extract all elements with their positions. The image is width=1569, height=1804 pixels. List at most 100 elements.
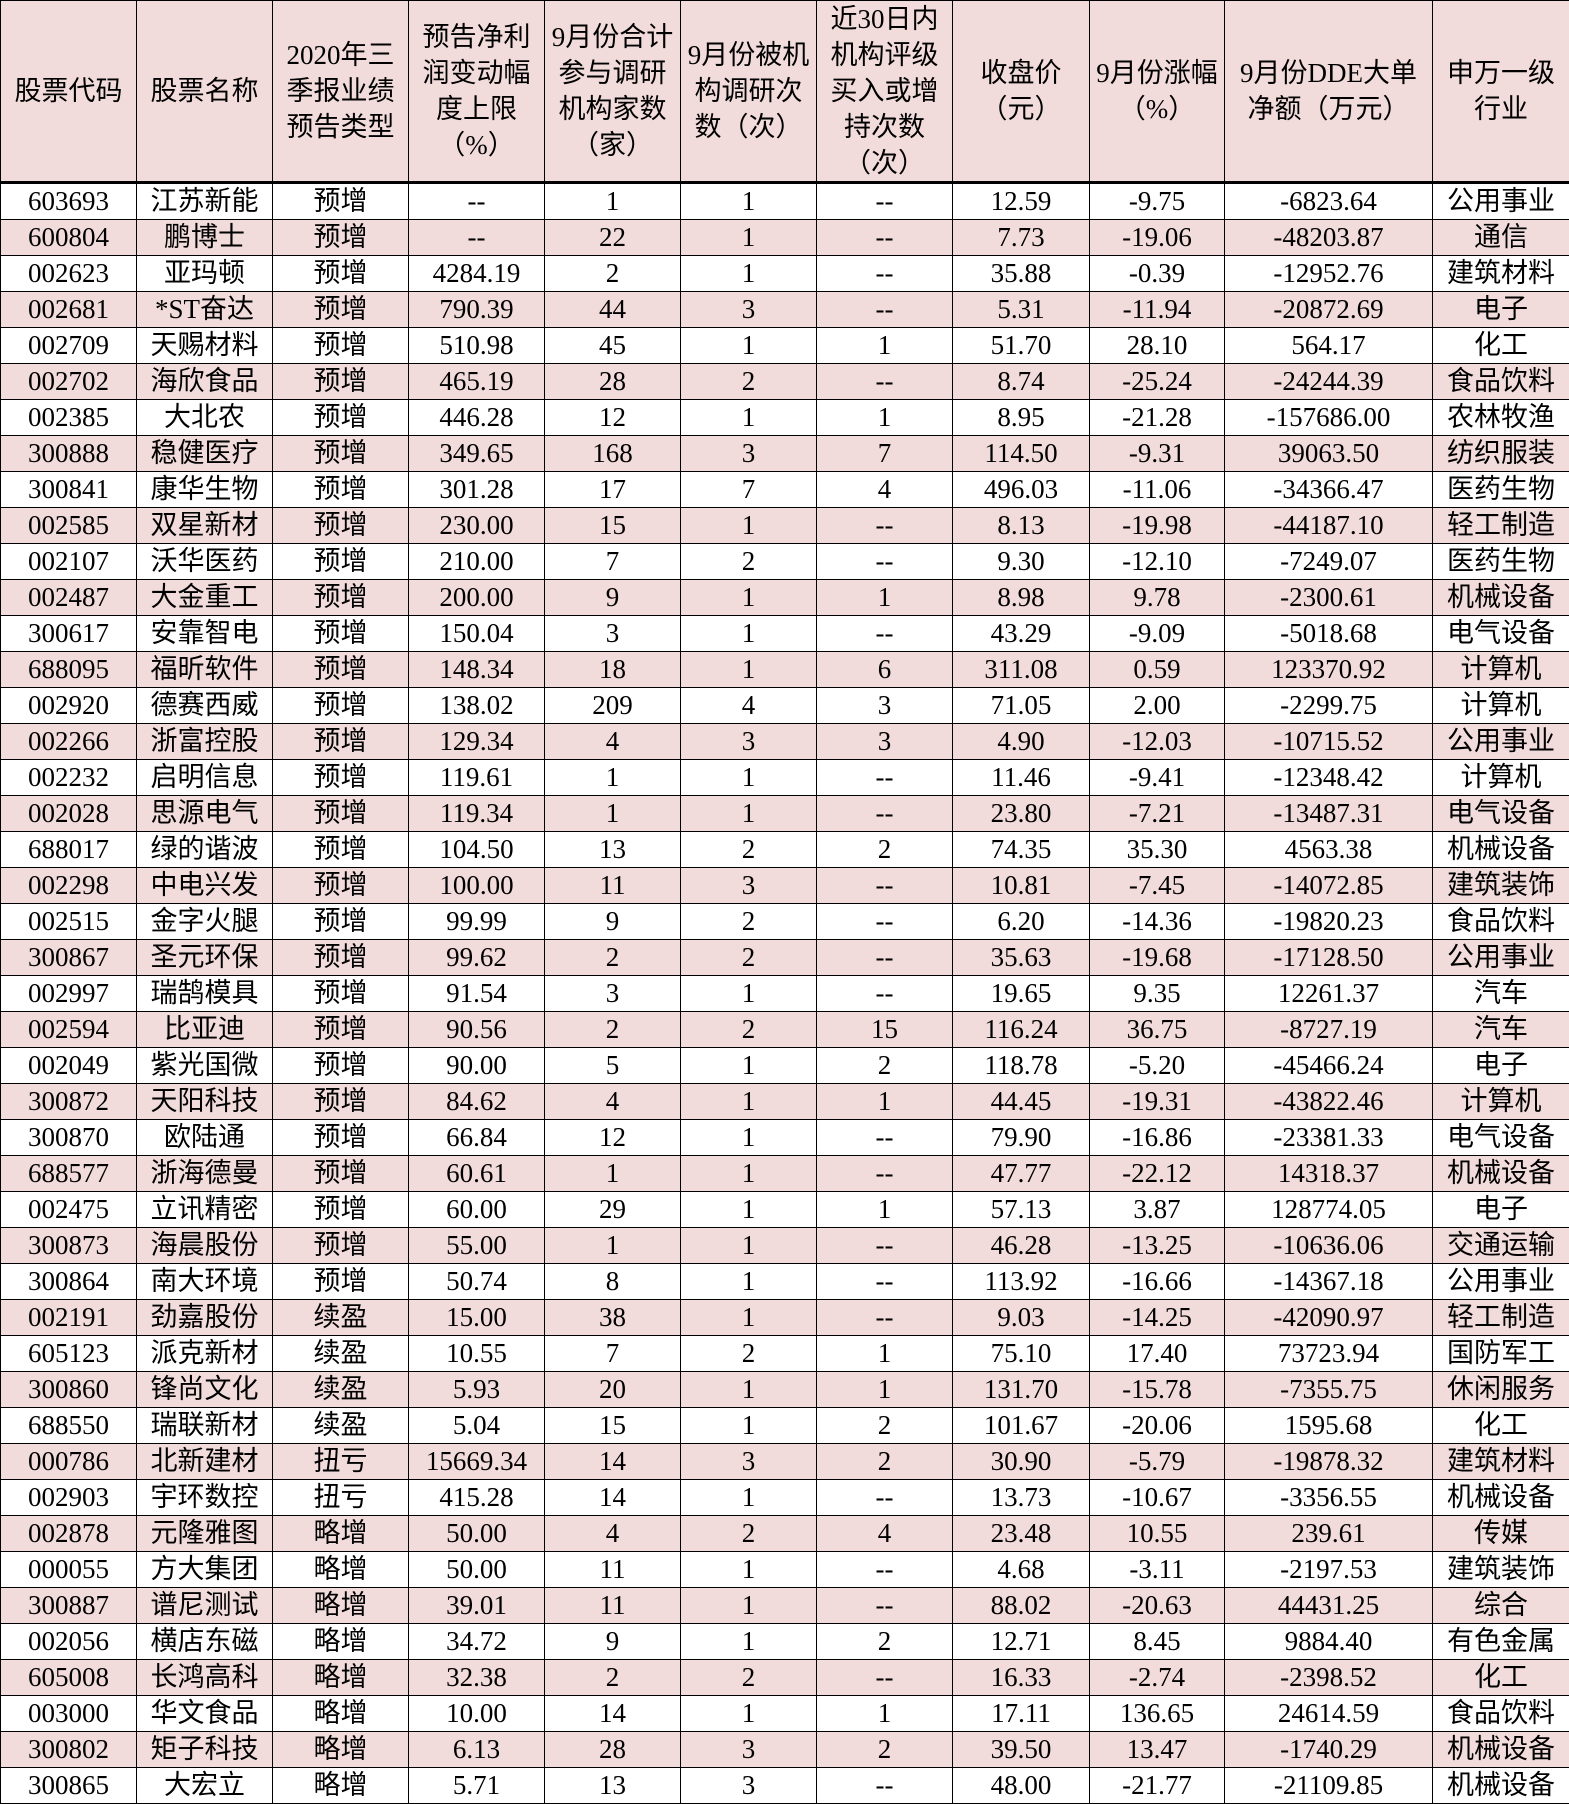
cell-industry: 公用事业	[1433, 724, 1569, 760]
cell-rating-count: --	[817, 1156, 953, 1192]
cell-stock-name: 沃华医药	[137, 544, 273, 580]
cell-sept-change: 35.30	[1090, 832, 1225, 868]
cell-institution-count: 15	[545, 508, 681, 544]
cell-stock-code: 000786	[1, 1444, 137, 1480]
cell-forecast-type: 预增	[273, 1264, 409, 1300]
cell-institution-count: 9	[545, 904, 681, 940]
cell-sept-change: -16.66	[1090, 1264, 1225, 1300]
cell-survey-count: 1	[681, 508, 817, 544]
cell-institution-count: 3	[545, 616, 681, 652]
column-header-stock-code: 股票代码	[1, 1, 137, 183]
cell-rating-count: 3	[817, 688, 953, 724]
cell-stock-name: 中电兴发	[137, 868, 273, 904]
cell-rating-count: 2	[817, 1624, 953, 1660]
cell-forecast-type: 略增	[273, 1696, 409, 1732]
cell-stock-name: 瑞联新材	[137, 1408, 273, 1444]
cell-rating-count: --	[817, 940, 953, 976]
cell-forecast-type: 预增	[273, 1228, 409, 1264]
cell-profit-change-limit: 200.00	[409, 580, 545, 616]
cell-stock-code: 002191	[1, 1300, 137, 1336]
cell-industry: 计算机	[1433, 1084, 1569, 1120]
cell-stock-code: 002028	[1, 796, 137, 832]
cell-stock-name: 矩子科技	[137, 1732, 273, 1768]
cell-dde-net: 14318.37	[1225, 1156, 1433, 1192]
cell-rating-count: 1	[817, 580, 953, 616]
cell-profit-change-limit: 446.28	[409, 400, 545, 436]
cell-profit-change-limit: 790.39	[409, 292, 545, 328]
cell-industry: 通信	[1433, 220, 1569, 256]
cell-stock-name: 江苏新能	[137, 183, 273, 220]
cell-stock-name: 双星新材	[137, 508, 273, 544]
cell-forecast-type: 略增	[273, 1516, 409, 1552]
cell-dde-net: -10636.06	[1225, 1228, 1433, 1264]
cell-stock-code: 600804	[1, 220, 137, 256]
cell-forecast-type: 扭亏	[273, 1444, 409, 1480]
cell-profit-change-limit: 10.00	[409, 1696, 545, 1732]
cell-dde-net: 239.61	[1225, 1516, 1433, 1552]
cell-rating-count: --	[817, 1552, 953, 1588]
cell-survey-count: 1	[681, 616, 817, 652]
cell-sept-change: 136.65	[1090, 1696, 1225, 1732]
cell-rating-count: --	[817, 1768, 953, 1804]
cell-profit-change-limit: 129.34	[409, 724, 545, 760]
column-header-label: 9月份被机构调研次数（次）	[681, 37, 816, 145]
cell-rating-count: 2	[817, 1444, 953, 1480]
cell-close-price: 8.98	[953, 580, 1090, 616]
cell-rating-count: --	[817, 183, 953, 220]
cell-survey-count: 1	[681, 1264, 817, 1300]
cell-survey-count: 1	[681, 760, 817, 796]
cell-institution-count: 8	[545, 1264, 681, 1300]
cell-forecast-type: 续盈	[273, 1408, 409, 1444]
cell-close-price: 13.73	[953, 1480, 1090, 1516]
cell-forecast-type: 预增	[273, 472, 409, 508]
cell-profit-change-limit: 148.34	[409, 652, 545, 688]
cell-industry: 机械设备	[1433, 580, 1569, 616]
cell-close-price: 5.31	[953, 292, 1090, 328]
cell-sept-change: -19.98	[1090, 508, 1225, 544]
cell-rating-count: 2	[817, 1408, 953, 1444]
cell-sept-change: -14.25	[1090, 1300, 1225, 1336]
cell-stock-code: 002702	[1, 364, 137, 400]
cell-stock-code: 300873	[1, 1228, 137, 1264]
cell-survey-count: 2	[681, 364, 817, 400]
cell-profit-change-limit: 301.28	[409, 472, 545, 508]
cell-forecast-type: 预增	[273, 400, 409, 436]
cell-institution-count: 14	[545, 1696, 681, 1732]
cell-sept-change: 17.40	[1090, 1336, 1225, 1372]
cell-dde-net: -13487.31	[1225, 796, 1433, 832]
cell-survey-count: 1	[681, 1480, 817, 1516]
cell-forecast-type: 预增	[273, 1192, 409, 1228]
cell-institution-count: 2	[545, 1660, 681, 1696]
cell-institution-count: 13	[545, 832, 681, 868]
cell-stock-code: 002298	[1, 868, 137, 904]
cell-industry: 轻工制造	[1433, 1300, 1569, 1336]
cell-institution-count: 3	[545, 976, 681, 1012]
cell-industry: 电气设备	[1433, 796, 1569, 832]
cell-dde-net: -45466.24	[1225, 1048, 1433, 1084]
cell-profit-change-limit: 60.61	[409, 1156, 545, 1192]
cell-survey-count: 1	[681, 1408, 817, 1444]
cell-close-price: 7.73	[953, 220, 1090, 256]
cell-profit-change-limit: 349.65	[409, 436, 545, 472]
cell-survey-count: 1	[681, 256, 817, 292]
cell-institution-count: 2	[545, 1012, 681, 1048]
cell-sept-change: -13.25	[1090, 1228, 1225, 1264]
cell-close-price: 35.63	[953, 940, 1090, 976]
cell-profit-change-limit: 230.00	[409, 508, 545, 544]
cell-institution-count: 1	[545, 183, 681, 220]
cell-forecast-type: 预增	[273, 220, 409, 256]
cell-rating-count: --	[817, 616, 953, 652]
cell-stock-name: 劲嘉股份	[137, 1300, 273, 1336]
cell-institution-count: 11	[545, 1588, 681, 1624]
cell-stock-name: 浙富控股	[137, 724, 273, 760]
cell-sept-change: -19.68	[1090, 940, 1225, 976]
cell-stock-code: 002997	[1, 976, 137, 1012]
cell-institution-count: 5	[545, 1048, 681, 1084]
cell-survey-count: 3	[681, 1444, 817, 1480]
cell-survey-count: 1	[681, 1156, 817, 1192]
